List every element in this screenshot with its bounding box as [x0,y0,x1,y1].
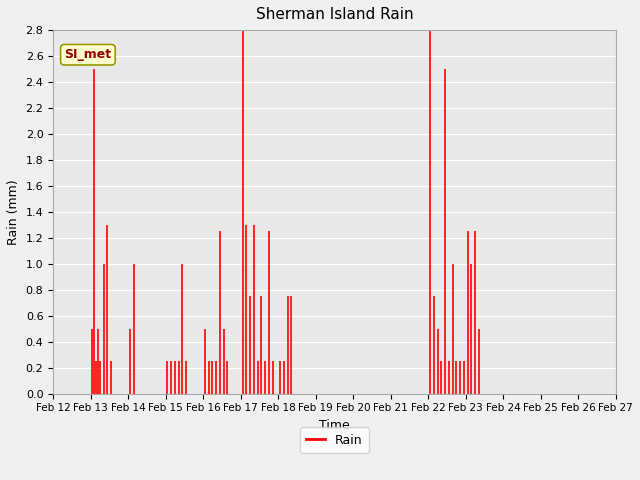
Title: Sherman Island Rain: Sherman Island Rain [255,7,413,22]
Legend: Rain: Rain [300,427,369,453]
Text: SI_met: SI_met [65,48,111,61]
Y-axis label: Rain (mm): Rain (mm) [7,179,20,245]
X-axis label: Time: Time [319,419,350,432]
